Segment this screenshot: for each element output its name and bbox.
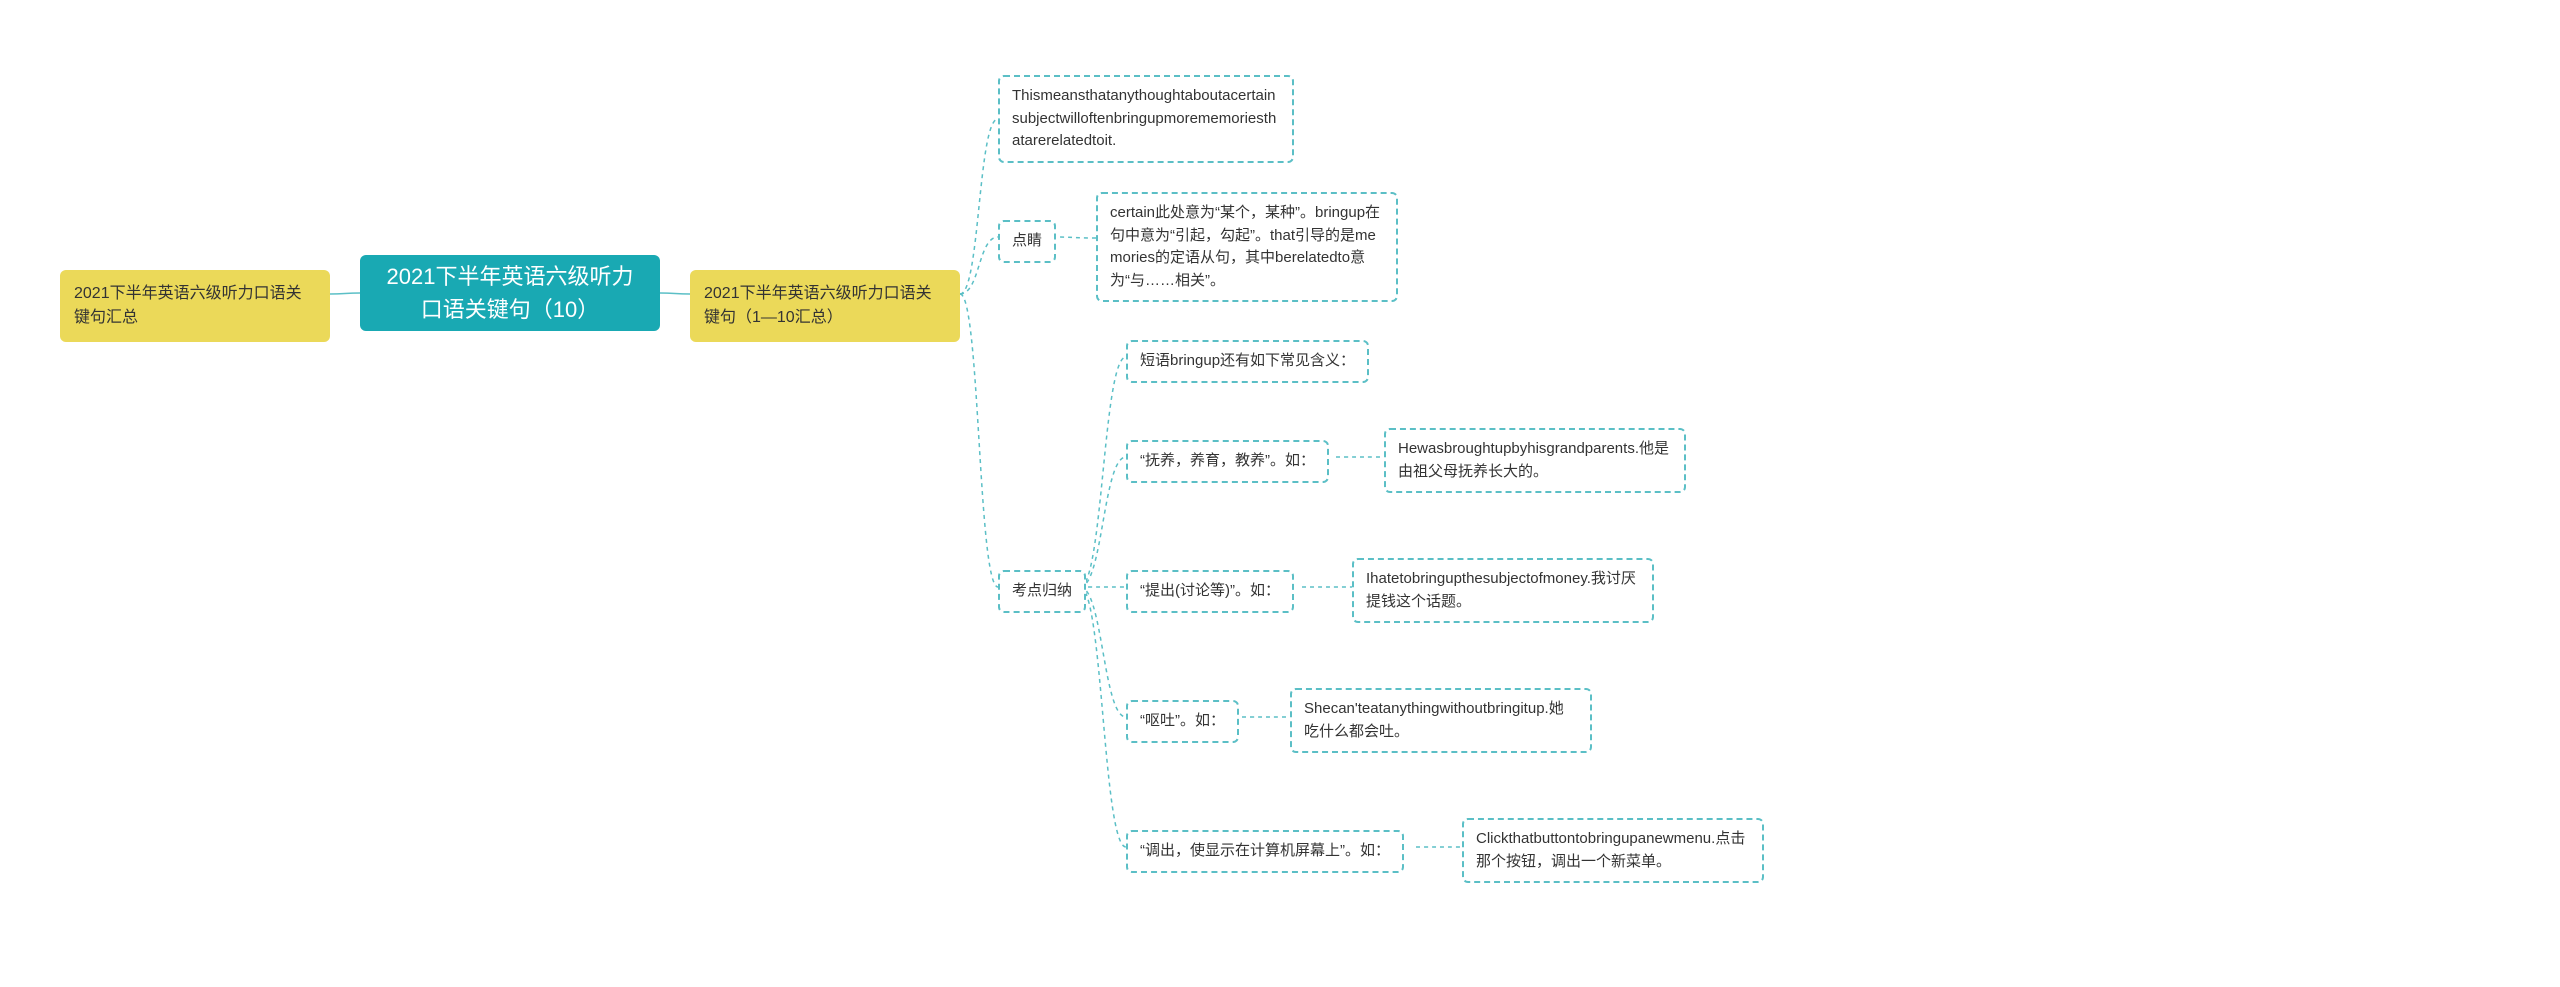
node-c5-label: “调出，使显示在计算机屏幕上”。如： — [1140, 840, 1390, 863]
left-branch-node[interactable]: 2021下半年英语六级听力口语关键句汇总 — [60, 270, 330, 342]
node-c5[interactable]: “调出，使显示在计算机屏幕上”。如： — [1126, 830, 1404, 873]
node-c3[interactable]: “提出(讨论等)”。如： — [1126, 570, 1294, 613]
node-english-sentence[interactable]: Thismeansthatanythoughtaboutacertainsubj… — [998, 75, 1294, 163]
node-c2-sub[interactable]: Hewasbroughtupbyhisgrandparents.他是由祖父母抚养… — [1384, 428, 1686, 493]
node-c3-sub-label: Ihatetobringupthesubjectofmoney.我讨厌提钱这个话… — [1366, 568, 1640, 613]
node-kaodian-label: 考点归纳 — [1012, 580, 1072, 603]
node-english-sentence-label: Thismeansthatanythoughtaboutacertainsubj… — [1012, 85, 1280, 153]
node-c2-sub-label: Hewasbroughtupbyhisgrandparents.他是由祖父母抚养… — [1398, 438, 1672, 483]
node-dianjing-detail[interactable]: certain此处意为“某个，某种”。bringup在句中意为“引起，勾起”。t… — [1096, 192, 1398, 302]
node-c1-label: 短语bringup还有如下常见含义： — [1140, 350, 1355, 373]
right-branch-label: 2021下半年英语六级听力口语关键句（1—10汇总） — [704, 282, 946, 330]
node-c4[interactable]: “呕吐”。如： — [1126, 700, 1239, 743]
node-c4-sub-label: Shecan'teatanythingwithoutbringitup.她吃什么… — [1304, 698, 1578, 743]
root-node[interactable]: 2021下半年英语六级听力口语关键句（10） — [360, 255, 660, 331]
node-c3-label: “提出(讨论等)”。如： — [1140, 580, 1280, 603]
node-c5-sub-label: Clickthatbuttontobringupanewmenu.点击那个按钮，… — [1476, 828, 1750, 873]
right-branch-node[interactable]: 2021下半年英语六级听力口语关键句（1—10汇总） — [690, 270, 960, 342]
node-c1[interactable]: 短语bringup还有如下常见含义： — [1126, 340, 1369, 383]
node-dianjing-label: 点睛 — [1012, 230, 1042, 253]
node-c2-label: “抚养，养育，教养”。如： — [1140, 450, 1315, 473]
node-dianjing[interactable]: 点睛 — [998, 220, 1056, 263]
node-c4-label: “呕吐”。如： — [1140, 710, 1225, 733]
node-c5-sub[interactable]: Clickthatbuttontobringupanewmenu.点击那个按钮，… — [1462, 818, 1764, 883]
node-c4-sub[interactable]: Shecan'teatanythingwithoutbringitup.她吃什么… — [1290, 688, 1592, 753]
node-c3-sub[interactable]: Ihatetobringupthesubjectofmoney.我讨厌提钱这个话… — [1352, 558, 1654, 623]
left-branch-label: 2021下半年英语六级听力口语关键句汇总 — [74, 282, 316, 330]
node-dianjing-detail-label: certain此处意为“某个，某种”。bringup在句中意为“引起，勾起”。t… — [1110, 202, 1384, 292]
root-label: 2021下半年英语六级听力口语关键句（10） — [384, 260, 636, 326]
node-kaodian[interactable]: 考点归纳 — [998, 570, 1086, 613]
node-c2[interactable]: “抚养，养育，教养”。如： — [1126, 440, 1329, 483]
